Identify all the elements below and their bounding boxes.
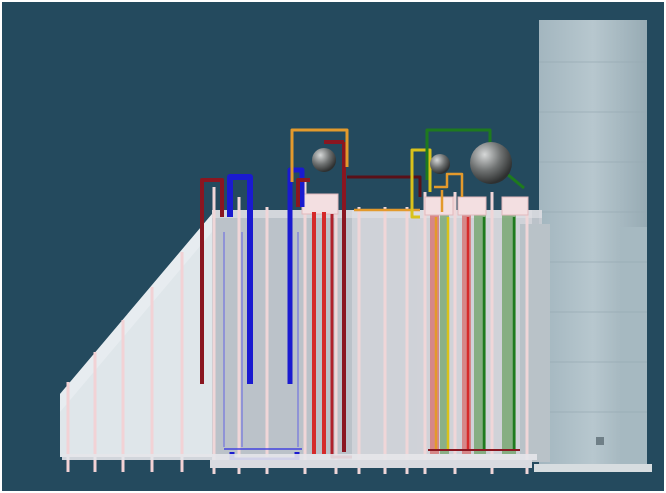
steam-drum-small <box>312 148 336 172</box>
base-rail <box>62 454 537 468</box>
support-columns <box>212 182 529 474</box>
steam-drum-large <box>470 142 512 184</box>
inlet-duct <box>60 214 212 472</box>
column-headers <box>301 193 529 216</box>
exhaust-stack <box>534 20 652 472</box>
steam-drum-medium <box>430 154 450 174</box>
downcomer-pipes <box>200 142 352 463</box>
steam-drums <box>312 142 512 184</box>
boiler-casing <box>212 210 550 462</box>
